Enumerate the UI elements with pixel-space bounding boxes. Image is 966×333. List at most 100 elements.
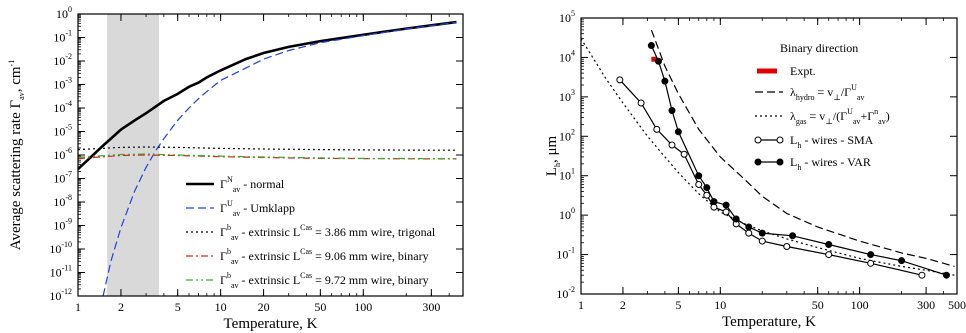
data-point — [758, 237, 766, 245]
data-point — [918, 271, 926, 279]
series-line-1 — [77, 20, 457, 171]
x-tick-label: 5 — [175, 300, 181, 314]
data-point — [722, 201, 730, 209]
data-point — [867, 251, 875, 259]
data-point — [616, 76, 624, 84]
y-tick-label: 10-5 — [53, 123, 72, 139]
x-tick-label: 100 — [354, 300, 372, 314]
data-point — [710, 198, 718, 206]
y-axis-label: Average scattering rate Γav, cm-1 — [7, 60, 26, 250]
chart-1: 1 2 5 10 20 50 100 300 100 10-1 10-2 10-3 10-4 10-5 10… — [7, 5, 464, 332]
y-tick-label: 100 — [559, 206, 575, 222]
y-tick-label: 10-8 — [53, 193, 72, 209]
x-tick-label: 300 — [917, 298, 935, 312]
data-point — [745, 223, 753, 231]
legend-label-3: Γbav - extrinsic LCas = 3.86 mm wire, tr… — [220, 223, 436, 242]
y-tick-label: 102 — [559, 127, 575, 143]
legend-label-1: ΓNav - normal — [220, 175, 285, 194]
legend-label-3: λgas = v⊥/(ΓUav+Γnav) — [790, 107, 890, 126]
data-point — [825, 251, 833, 259]
x-axis-label: Temperature, K — [722, 314, 816, 330]
legend-label-2: ΓUav - Umklapp — [220, 199, 295, 218]
data-point — [637, 99, 645, 107]
data-point — [722, 208, 730, 216]
y-tick-label: 10-6 — [53, 146, 72, 162]
legend-label-4: Lh - wires - SMA — [790, 133, 874, 150]
data-point — [695, 180, 703, 188]
data-point — [867, 259, 875, 267]
legend-label-5: Lh - wires - VAR — [790, 155, 871, 172]
chart-2: 1 2 5 10 50 100 300 500 105 104 103 102 101 100 10-1 10… — [544, 9, 966, 330]
x-tick-label: 10 — [215, 300, 227, 314]
y-tick-label: 10-12 — [49, 287, 72, 303]
y-tick-label: 100 — [56, 5, 72, 21]
x-tick-label: 2 — [620, 298, 626, 312]
data-point — [668, 107, 676, 115]
data-point — [825, 241, 833, 249]
legend-label-2: λhydro = v⊥/ΓUav — [790, 83, 864, 102]
x-tick-label: 10 — [714, 298, 726, 312]
y-tick-label: 10-3 — [53, 76, 72, 92]
legend-label-4: Γbav - extrinsic LCas = 9.06 mm wire, bi… — [220, 247, 429, 266]
data-point — [674, 128, 682, 136]
plot-frame — [77, 13, 464, 297]
y-tick-label: 101 — [559, 167, 575, 183]
y-tick-label: 10-9 — [53, 217, 72, 233]
x-tick-label: 50 — [812, 298, 824, 312]
y-tick-label: 103 — [559, 88, 575, 104]
y-tick-label: 10-2 — [53, 52, 72, 68]
data-point — [758, 229, 766, 237]
data-point — [703, 191, 711, 199]
x-tick-label: 100 — [851, 298, 869, 312]
data-point — [942, 271, 950, 279]
legend-marker — [776, 158, 784, 166]
y-tick-label: 10-2 — [556, 285, 575, 301]
y-tick-label: 10-7 — [53, 170, 72, 186]
x-tick-label: 500 — [948, 298, 966, 312]
data-point — [732, 215, 740, 223]
x-tick-label: 5 — [675, 298, 681, 312]
legend-marker — [754, 158, 762, 166]
x-tick-label: 20 — [258, 300, 270, 314]
y-tick-label: 10-4 — [53, 99, 72, 115]
series-line-5 — [77, 153, 457, 160]
y-tick-label: 10-1 — [53, 29, 72, 45]
data-point — [661, 77, 669, 85]
y-tick-label: 10-10 — [49, 240, 72, 256]
data-point — [703, 184, 711, 192]
y-tick-label: 10-11 — [50, 264, 72, 280]
data-point — [745, 229, 753, 237]
legend-label-5: Γbav - extrinsic LCas = 9.72 mm wire, bi… — [220, 271, 429, 290]
y-tick-label: 10-1 — [556, 246, 575, 262]
legend-marker — [754, 136, 762, 144]
data-point — [647, 42, 655, 50]
series-line-3 — [77, 146, 457, 151]
y-tick-label: 104 — [559, 48, 575, 64]
x-axis-label: Temperature, K — [224, 316, 318, 332]
series-line-4 — [619, 79, 923, 276]
data-point — [680, 150, 688, 158]
series-line-4 — [77, 154, 457, 160]
legend-title: Binary direction — [780, 41, 858, 55]
data-point — [668, 141, 676, 149]
series-line-2 — [102, 21, 457, 297]
data-point — [789, 232, 797, 240]
series-line-2 — [650, 29, 955, 267]
x-tick-label: 300 — [422, 300, 440, 314]
legend-marker — [776, 136, 784, 144]
x-tick-label: 50 — [314, 300, 326, 314]
series-line-3 — [580, 38, 955, 276]
x-tick-label: 2 — [118, 300, 124, 314]
data-point — [898, 257, 906, 265]
legend-label-1: Expt. — [790, 64, 816, 78]
plot-frame — [580, 17, 958, 295]
y-tick-label: 105 — [559, 9, 575, 25]
series-line-5 — [650, 45, 947, 276]
data-point — [783, 243, 791, 251]
data-point — [695, 172, 703, 180]
x-tick-label: 1 — [75, 300, 81, 314]
x-tick-label: 1 — [578, 298, 584, 312]
data-point — [654, 57, 662, 65]
y-axis-label: Lh, μm — [544, 135, 562, 176]
